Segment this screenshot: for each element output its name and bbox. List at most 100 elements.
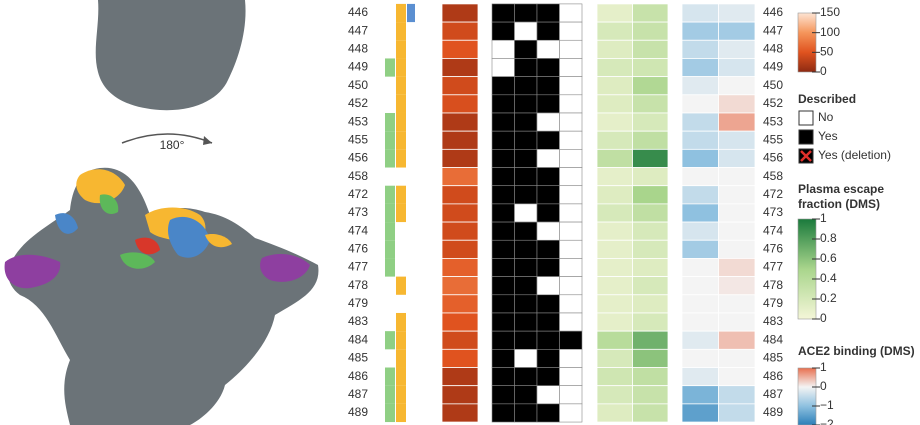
ace2-cell [718,312,756,332]
accessibility-cell [441,221,479,241]
ace2-cell [718,21,756,41]
described-cell [559,239,583,259]
escape-cell [596,221,633,241]
described-cell [514,276,538,296]
stripe [385,203,395,223]
described-cell [491,39,515,59]
ace2-cell [681,403,719,423]
escape-cell [632,385,669,405]
stripe [396,22,406,41]
ace2-cell [681,112,719,132]
stripe [396,276,406,295]
described-cell [491,330,515,350]
ace2-cell [681,239,719,259]
residue-label: 456 [763,151,783,165]
described-cell [514,130,538,150]
rotation-label: 180° [160,138,185,152]
described-cell [491,367,515,386]
legend-label: No [818,110,834,124]
described-cell [559,76,583,96]
ace2-cell [718,221,756,241]
ace2-cell [681,94,719,114]
stripe [396,331,406,350]
escape-cell [596,294,633,314]
escape-cell [632,258,669,278]
accessibility-cell [441,258,479,278]
residue-label: 450 [348,78,368,92]
escape-cell [632,148,669,168]
accessibility-cell [441,185,479,205]
described-cell [559,21,583,41]
ace2-cell [681,312,719,332]
ace2-cell [681,21,719,41]
described-cell [514,94,538,114]
escape-cell [596,112,633,132]
described-cell [559,385,583,405]
accessibility-cell [441,367,479,387]
ace2-cell [681,167,719,187]
escape-cell [632,3,669,23]
heatmap: 446 446 447 447 448 448 449 449 450 450 452 452 453 4… [348,3,783,423]
rotation-arrow [121,133,213,144]
ace2-cell [681,148,719,168]
residue-label: 473 [763,205,783,219]
escape-cell [632,276,669,296]
described-cell [491,94,515,114]
escape-cell [632,403,669,423]
described-cell [559,367,583,386]
tick-label: 1 [820,360,827,374]
escape-cell [596,330,633,350]
described-cell [536,312,560,332]
residue-label: 484 [348,332,368,346]
described-cell [559,221,583,241]
legend-label: Yes (deletion) [818,148,891,162]
escape-cell [632,58,669,78]
described-cell [559,349,583,368]
stripe [396,312,406,332]
escape-cell [632,367,669,387]
escape-cell [632,94,669,114]
legend-title: Plasma escape [798,182,884,196]
described-cell [559,185,583,205]
described-cell [536,330,560,350]
residue-label: 485 [348,351,368,365]
residue-label: 477 [348,260,368,274]
residue-label: 452 [348,96,368,110]
described-cell [559,112,583,132]
legend-label: Yes [818,129,838,143]
described-cell [536,203,560,223]
escape-cell [632,112,669,132]
escape-cell [632,330,669,350]
described-cell [536,112,560,132]
legend-title: Described [798,92,856,106]
escape-cell [596,167,633,187]
accessibility-cell [441,94,479,114]
residue-label: 486 [763,369,783,383]
residue-label: 476 [348,242,368,256]
described-cell [559,403,583,423]
ace2-cell [681,348,719,368]
residue-label: 450 [763,78,783,92]
residue-label: 489 [763,405,783,419]
escape-cell [596,239,633,259]
legend: Described Plasma escape fraction (DMS) A… [797,5,915,425]
stripe [396,385,406,404]
described-cell [514,258,538,277]
escape-cell [632,294,669,314]
patch [120,252,155,269]
described-cell [536,39,560,59]
protein-top [95,0,246,111]
stripe [385,403,395,423]
ace2-cell [718,167,756,187]
accessibility-cell [441,403,479,423]
ace2-cell [718,148,756,168]
ace2-cell [718,58,756,78]
tick-label: 0.6 [820,251,837,265]
stripe [385,331,395,350]
legend-title: fraction (DMS) [798,197,880,211]
legend-swatch [798,129,814,145]
described-cell [491,239,515,259]
described-cell [536,385,560,405]
escape-cell [632,21,669,41]
residue-label: 474 [348,223,368,237]
